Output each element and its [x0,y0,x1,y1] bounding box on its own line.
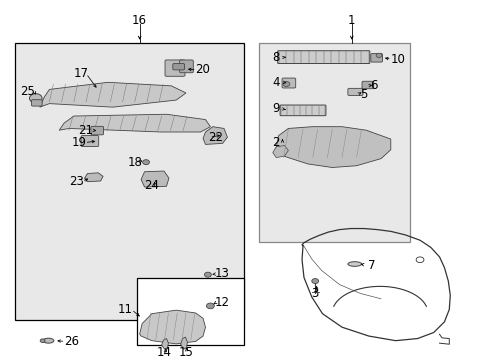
FancyBboxPatch shape [31,100,42,106]
Ellipse shape [40,339,45,342]
Circle shape [204,272,211,277]
Text: 14: 14 [156,346,171,359]
Text: 5: 5 [360,88,367,101]
Text: 6: 6 [369,79,377,93]
Circle shape [375,53,381,58]
Circle shape [283,82,289,86]
Text: 17: 17 [74,67,88,80]
Polygon shape [84,173,103,182]
Polygon shape [276,127,390,167]
Polygon shape [161,338,168,349]
Ellipse shape [347,262,361,266]
Bar [137,278,244,345]
Text: 12: 12 [215,296,229,309]
Text: 15: 15 [178,346,193,359]
FancyBboxPatch shape [370,54,382,62]
Text: 10: 10 [390,53,405,66]
FancyBboxPatch shape [81,136,99,147]
FancyBboxPatch shape [282,78,295,88]
FancyBboxPatch shape [361,81,373,89]
Circle shape [142,160,149,165]
Text: 1: 1 [347,14,355,27]
FancyBboxPatch shape [280,105,325,116]
Text: 13: 13 [215,267,229,280]
Text: 16: 16 [132,14,147,27]
Bar [259,43,409,242]
Polygon shape [141,171,168,187]
Bar [15,43,244,320]
Polygon shape [59,114,210,132]
Text: 26: 26 [64,335,79,348]
Polygon shape [272,145,288,158]
Circle shape [206,303,214,309]
FancyBboxPatch shape [179,60,193,73]
Text: 19: 19 [71,136,86,149]
Circle shape [415,257,423,262]
Text: 23: 23 [69,175,83,188]
Text: 22: 22 [207,131,223,144]
Text: 21: 21 [79,124,93,137]
Ellipse shape [43,338,54,343]
Text: 18: 18 [127,156,142,169]
Text: 7: 7 [367,258,374,271]
FancyBboxPatch shape [172,63,184,70]
Text: 8: 8 [272,51,279,64]
FancyBboxPatch shape [347,88,362,95]
Text: 24: 24 [144,179,159,192]
Text: 25: 25 [20,85,35,98]
Text: 11: 11 [117,303,132,316]
Text: 4: 4 [272,76,279,89]
Circle shape [311,279,318,284]
Text: 20: 20 [195,63,210,76]
FancyBboxPatch shape [164,60,184,76]
Polygon shape [203,127,227,144]
FancyBboxPatch shape [277,51,369,63]
Polygon shape [180,337,187,349]
Polygon shape [40,82,185,107]
Text: 9: 9 [272,103,279,116]
FancyBboxPatch shape [91,126,103,135]
Circle shape [29,94,42,103]
Polygon shape [140,310,205,344]
Text: 2: 2 [272,136,279,149]
Text: 3: 3 [311,287,318,300]
